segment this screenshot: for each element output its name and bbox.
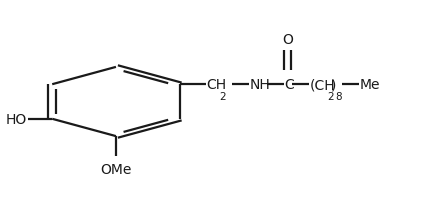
Text: O: O: [282, 33, 293, 47]
Text: (CH: (CH: [309, 78, 335, 92]
Text: HO: HO: [6, 112, 27, 126]
Text: 2: 2: [327, 92, 333, 102]
Text: ): ): [331, 78, 336, 92]
Text: 8: 8: [336, 92, 342, 102]
Text: 2: 2: [219, 92, 226, 102]
Text: C: C: [284, 78, 294, 92]
Text: CH: CH: [207, 78, 227, 92]
Text: Me: Me: [360, 78, 380, 92]
Text: OMe: OMe: [100, 162, 132, 176]
Text: NH: NH: [250, 78, 271, 92]
